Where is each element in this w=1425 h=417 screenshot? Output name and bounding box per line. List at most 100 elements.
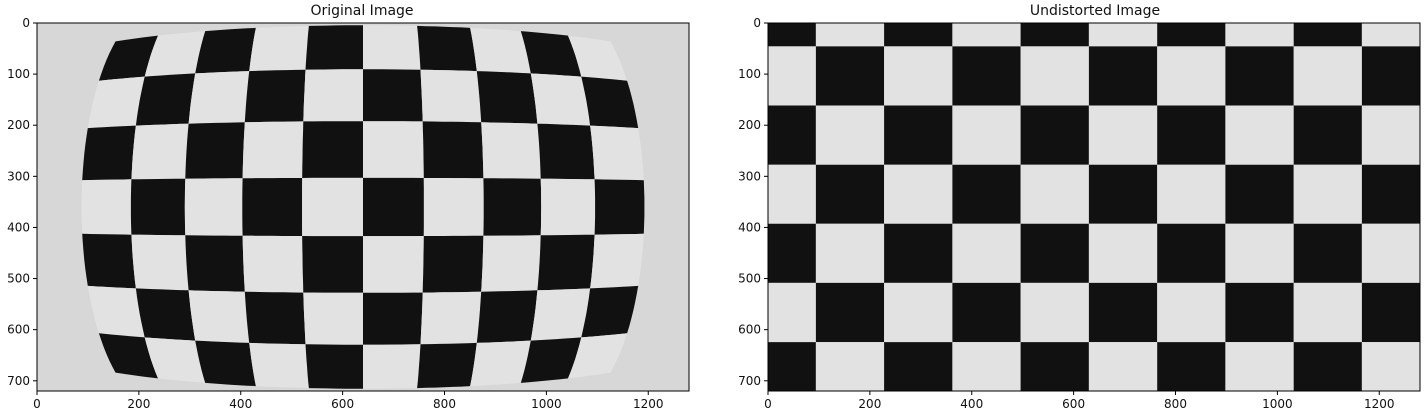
checker-square bbox=[815, 23, 885, 47]
checker-square bbox=[1020, 105, 1089, 165]
checker-square bbox=[1225, 223, 1294, 283]
checker-square bbox=[520, 337, 582, 383]
x-tick-label: 400 bbox=[229, 397, 252, 411]
checker-square bbox=[1020, 223, 1089, 283]
checker-square bbox=[422, 235, 484, 293]
x-tick-label: 0 bbox=[764, 397, 772, 411]
checker-square bbox=[1225, 342, 1294, 391]
checker-square bbox=[242, 178, 303, 236]
checker-square bbox=[540, 178, 596, 236]
x-tick-label: 1200 bbox=[1364, 397, 1395, 411]
checker-square bbox=[952, 23, 1021, 47]
checker-square bbox=[1088, 342, 1158, 391]
x-tick-label: 1000 bbox=[531, 397, 562, 411]
checker-square bbox=[815, 282, 885, 343]
checker-square bbox=[363, 177, 424, 237]
checker-square bbox=[520, 31, 582, 77]
checker-square bbox=[420, 69, 482, 123]
checker-square bbox=[302, 236, 363, 293]
checker-square bbox=[131, 123, 189, 180]
checker-square bbox=[581, 76, 639, 129]
checker-square bbox=[1361, 342, 1420, 391]
checker-square bbox=[1361, 23, 1420, 47]
checker-square bbox=[952, 105, 1021, 165]
checker-square bbox=[82, 125, 136, 181]
checker-square bbox=[768, 105, 816, 165]
checker-square bbox=[952, 223, 1021, 283]
checker-square bbox=[135, 73, 196, 126]
checker-square bbox=[98, 333, 158, 379]
checker-square bbox=[1293, 342, 1362, 391]
checker-square bbox=[87, 76, 145, 129]
y-tick-label: 300 bbox=[738, 169, 761, 183]
checker-square bbox=[1225, 282, 1294, 343]
checker-square bbox=[1225, 164, 1294, 224]
checker-square bbox=[305, 25, 363, 70]
checker-square bbox=[185, 122, 245, 179]
checker-square bbox=[1088, 223, 1158, 283]
checker-square bbox=[1361, 46, 1420, 106]
checker-square bbox=[420, 291, 482, 345]
checker-square bbox=[768, 46, 816, 106]
y-tick-label: 400 bbox=[7, 220, 30, 234]
checker-square bbox=[581, 285, 639, 338]
checker-square bbox=[1157, 282, 1226, 343]
checker-square bbox=[1225, 23, 1294, 47]
checker-square bbox=[590, 125, 644, 181]
checker-square bbox=[1020, 282, 1089, 343]
checker-square bbox=[363, 69, 423, 122]
y-tick-label: 600 bbox=[738, 323, 761, 337]
x-tick-label: 200 bbox=[858, 397, 881, 411]
checker-square bbox=[1157, 23, 1226, 47]
x-tick-label: 800 bbox=[1164, 397, 1187, 411]
checker-square bbox=[303, 292, 363, 345]
checker-square bbox=[476, 71, 538, 124]
checker-square bbox=[481, 122, 541, 179]
checker-square bbox=[1088, 46, 1158, 106]
checker-square bbox=[1361, 223, 1420, 283]
checker-square bbox=[188, 290, 250, 343]
checker-square bbox=[188, 71, 250, 124]
checker-square bbox=[952, 342, 1021, 391]
checker-square bbox=[422, 121, 484, 179]
checker-square bbox=[952, 282, 1021, 343]
y-tick-label: 100 bbox=[738, 67, 761, 81]
y-tick-label: 700 bbox=[7, 374, 30, 388]
checker-square bbox=[363, 344, 421, 389]
checker-square bbox=[1361, 164, 1420, 224]
checker-square bbox=[952, 46, 1021, 106]
checker-square bbox=[476, 290, 538, 343]
checker-square bbox=[884, 164, 953, 224]
checker-square bbox=[363, 25, 421, 70]
checker-square bbox=[470, 340, 531, 387]
checker-square bbox=[144, 31, 206, 77]
checker-square bbox=[242, 235, 304, 293]
axes-frame-undistorted bbox=[767, 22, 1421, 392]
checker-square bbox=[1088, 164, 1158, 224]
checker-square bbox=[530, 73, 591, 126]
checker-square bbox=[363, 292, 423, 345]
checker-square bbox=[481, 235, 541, 292]
checker-square bbox=[568, 333, 628, 379]
y-tick-label: 700 bbox=[738, 374, 761, 388]
checker-square bbox=[568, 35, 628, 81]
y-tick-label: 100 bbox=[7, 67, 30, 81]
checker-square bbox=[244, 291, 306, 345]
checker-square bbox=[1293, 23, 1362, 47]
x-tick-label: 200 bbox=[127, 397, 150, 411]
checker-square bbox=[144, 337, 206, 383]
checker-square bbox=[1293, 164, 1362, 224]
checker-square bbox=[483, 178, 542, 236]
checker-square bbox=[1157, 46, 1226, 106]
checker-square bbox=[98, 35, 158, 81]
checker-square bbox=[815, 223, 885, 283]
checker-square bbox=[815, 342, 885, 391]
x-tick-label: 400 bbox=[960, 397, 983, 411]
checker-square bbox=[82, 233, 136, 289]
checker-square bbox=[185, 235, 245, 292]
checker-square bbox=[249, 342, 309, 389]
checker-square bbox=[242, 121, 304, 179]
checker-square bbox=[305, 344, 363, 389]
checker-square bbox=[768, 223, 816, 283]
checker-square bbox=[131, 234, 189, 291]
